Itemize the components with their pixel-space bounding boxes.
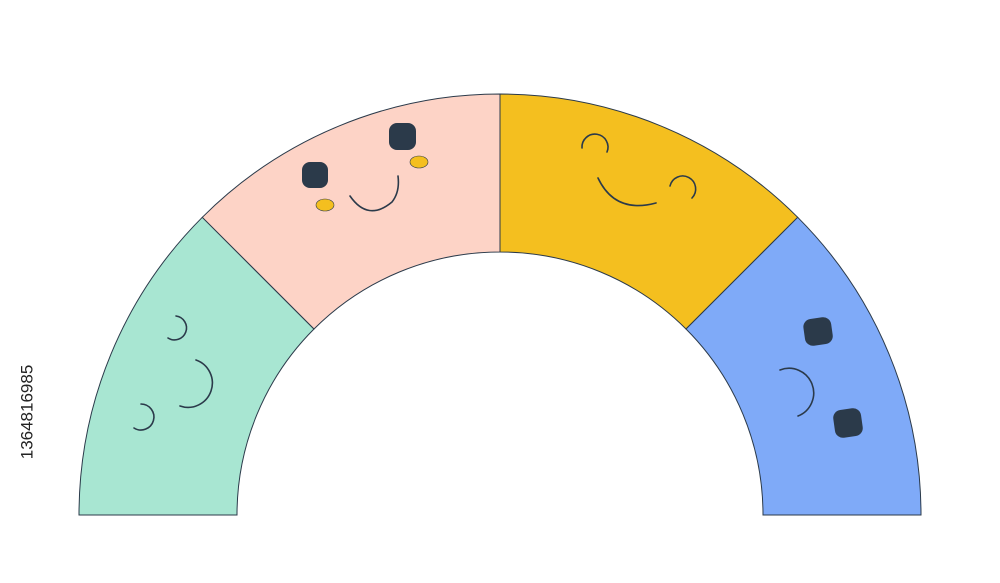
yellow-face: [581, 133, 697, 207]
smile: [597, 177, 657, 207]
eye: [389, 123, 416, 150]
face-line: [167, 315, 188, 341]
closed-eye: [581, 133, 609, 153]
pink-face: [302, 123, 429, 212]
smile: [349, 175, 400, 212]
face-line: [179, 359, 214, 409]
eye: [302, 162, 328, 188]
cheek: [315, 198, 335, 212]
eye: [833, 408, 863, 438]
face-line: [133, 403, 155, 431]
watermark-id: 1364816985: [17, 365, 36, 460]
mouth: [779, 367, 815, 417]
cheek: [409, 155, 429, 169]
closed-eye: [669, 175, 697, 199]
blue-segment: [685, 216, 922, 516]
eye: [803, 317, 833, 346]
blue-face: [779, 317, 863, 438]
green-face: [133, 315, 214, 431]
